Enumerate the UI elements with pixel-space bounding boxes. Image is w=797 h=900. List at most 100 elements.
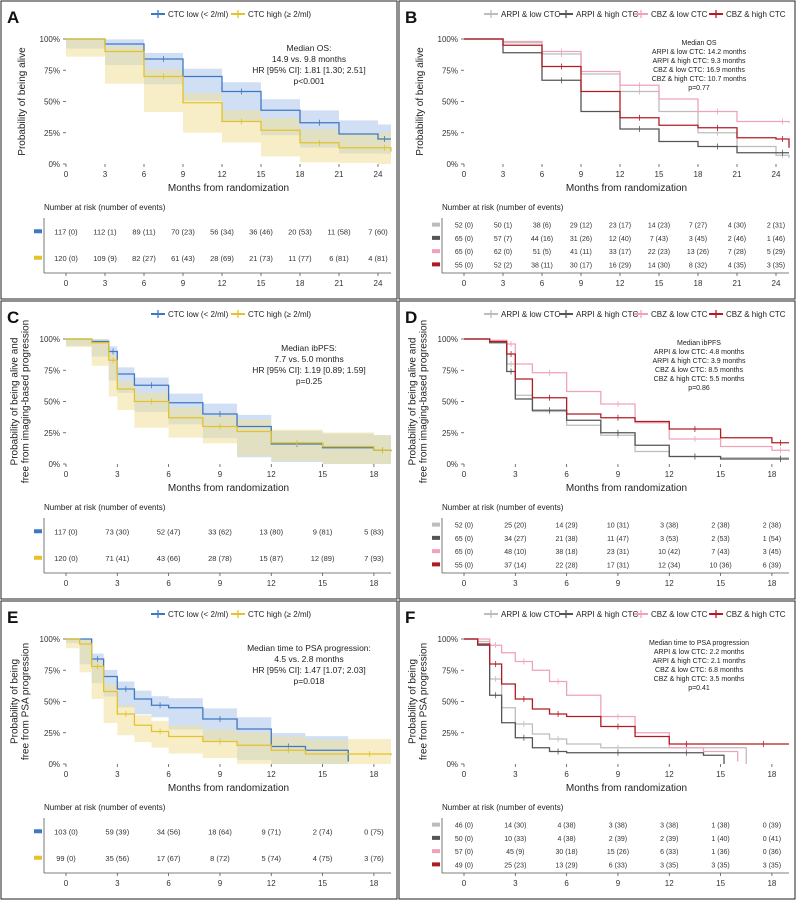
risk-cell: 4 (75)	[313, 854, 333, 863]
legend-label: CTC high (≥ 2/ml)	[248, 10, 311, 19]
y-tick-label: 0%	[446, 760, 458, 769]
x-axis-label: Months from randomization	[168, 783, 289, 794]
risk-cell: 5 (29)	[767, 249, 785, 256]
risk-cell: 38 (18)	[556, 549, 578, 556]
x-tick-label: 12	[218, 170, 227, 179]
y-tick-label: 75%	[44, 366, 60, 375]
risk-x-tick-label: 15	[257, 279, 266, 288]
risk-row-swatch	[432, 249, 440, 254]
x-tick-label: 3	[513, 770, 518, 779]
x-tick-label: 9	[218, 470, 223, 479]
y-tick-label: 25%	[44, 129, 60, 138]
panel-c: C CTC low (< 2/ml) CTC high (≥ 2/ml) 100% 75…	[0, 300, 398, 600]
annotation-line: p=0.25	[296, 376, 323, 386]
risk-cell: 3 (45)	[763, 549, 781, 556]
risk-cell: 36 (46)	[249, 227, 273, 236]
legend: CTC low (< 2/ml) CTC high (≥ 2/ml)	[151, 10, 311, 19]
risk-x-tick-label: 0	[462, 579, 467, 588]
ci-band	[66, 39, 391, 164]
legend-label: CTC low (< 2/ml)	[168, 310, 229, 319]
risk-cell: 120 (0)	[54, 554, 78, 563]
panel-letter: E	[7, 608, 18, 627]
x-tick-label: 24	[374, 170, 383, 179]
risk-cell: 51 (5)	[533, 249, 551, 256]
x-axis-label: Months from randomization	[566, 483, 687, 494]
legend-label: CBZ & high CTC	[726, 610, 786, 619]
x-tick-label: 3	[501, 170, 506, 179]
risk-cell: 21 (73)	[249, 254, 273, 263]
risk-row-swatch	[34, 855, 42, 860]
risk-cell: 10 (31)	[607, 523, 629, 530]
annotation-line: CBZ & low CTC: 16.9 months	[653, 67, 745, 74]
risk-cell: 12 (89)	[311, 554, 335, 563]
x-tick-label: 6	[540, 170, 545, 179]
annotation: Median time to PSA progression:4.5 vs. 2…	[247, 643, 371, 686]
risk-cell: 3 (35)	[660, 862, 678, 869]
risk-cell: 3 (35)	[711, 862, 729, 869]
risk-cell: 55 (0)	[455, 562, 473, 569]
legend: CTC low (< 2/ml) CTC high (≥ 2/ml)	[151, 310, 311, 319]
risk-cell: 65 (0)	[455, 249, 473, 256]
annotation-line: CBZ & high CTC: 3.5 months	[654, 676, 745, 683]
y-tick-label: 0%	[48, 160, 60, 169]
risk-cell: 2 (38)	[763, 523, 781, 530]
risk-cell: 15 (87)	[259, 554, 283, 563]
risk-cell: 22 (28)	[556, 562, 578, 569]
risk-cell: 2 (39)	[609, 836, 627, 843]
annotation-line: CBZ & low CTC: 8.5 months	[655, 367, 743, 374]
risk-cell: 10 (33)	[504, 836, 526, 843]
risk-cell: 44 (16)	[531, 236, 553, 243]
y-tick-label: 75%	[44, 66, 60, 75]
risk-x-tick-label: 12	[616, 279, 625, 288]
risk-x-tick-label: 3	[513, 879, 518, 888]
y-label-line: Probability of being alive	[17, 47, 28, 156]
legend-label: CTC high (≥ 2/ml)	[248, 610, 311, 619]
risk-table-title: Number at risk (number of events)	[442, 203, 564, 212]
y-tick-label: 100%	[438, 635, 458, 644]
risk-cell: 22 (23)	[648, 249, 670, 256]
risk-table: Number at risk (number of events) 46 (0) 1…	[432, 803, 789, 888]
risk-cell: 4 (38)	[557, 823, 575, 830]
risk-row-swatch	[432, 835, 440, 840]
risk-cell: 3 (45)	[689, 236, 707, 243]
x-tick-label: 0	[462, 170, 467, 179]
x-tick-label: 6	[142, 170, 147, 179]
x-tick-label: 9	[616, 770, 621, 779]
risk-cell: 23 (17)	[609, 223, 631, 230]
annotation-line: ARPI & low CTC: 4.8 months	[654, 349, 745, 356]
risk-cell: 10 (36)	[709, 562, 731, 569]
risk-cell: 109 (9)	[93, 254, 117, 263]
risk-cell: 4 (30)	[728, 223, 746, 230]
risk-cell: 7 (28)	[728, 249, 746, 256]
annotation: Median time to PSA progression ARPI & low…	[649, 640, 749, 692]
risk-table: Number at risk (number of events) 52 (0) 5…	[432, 203, 789, 288]
y-tick-label: 25%	[44, 729, 60, 738]
annotation-line: Median OS	[681, 40, 716, 47]
x-tick-label: 15	[318, 470, 327, 479]
risk-cell: 99 (0)	[56, 854, 76, 863]
risk-cell: 14 (30)	[648, 262, 670, 269]
km-curve	[464, 338, 789, 460]
risk-row-swatch	[432, 549, 440, 554]
x-tick-label: 0	[64, 170, 69, 179]
x-tick-label: 6	[166, 470, 171, 479]
risk-cell: 18 (64)	[208, 827, 232, 836]
risk-cell: 52 (0)	[455, 523, 473, 530]
risk-x-tick-label: 12	[218, 279, 227, 288]
y-tick-label: 0%	[48, 460, 60, 469]
risk-cell: 7 (43)	[711, 549, 729, 556]
risk-cell: 41 (11)	[570, 249, 592, 256]
risk-row-swatch	[432, 562, 440, 567]
x-tick-label: 0	[64, 470, 69, 479]
y-tick-label: 50%	[442, 698, 458, 707]
km-curve	[464, 638, 789, 745]
x-tick-label: 3	[115, 770, 120, 779]
risk-cell: 52 (2)	[494, 262, 512, 269]
annotation-line: Median time to PSA progression	[649, 640, 749, 647]
risk-cell: 11 (47)	[607, 536, 629, 543]
risk-x-tick-label: 12	[267, 879, 276, 888]
risk-table-title: Number at risk (number of events)	[44, 503, 166, 512]
risk-cell: 43 (66)	[157, 554, 181, 563]
annotation-line: ARPI & high CTC: 9.3 months	[653, 58, 746, 65]
